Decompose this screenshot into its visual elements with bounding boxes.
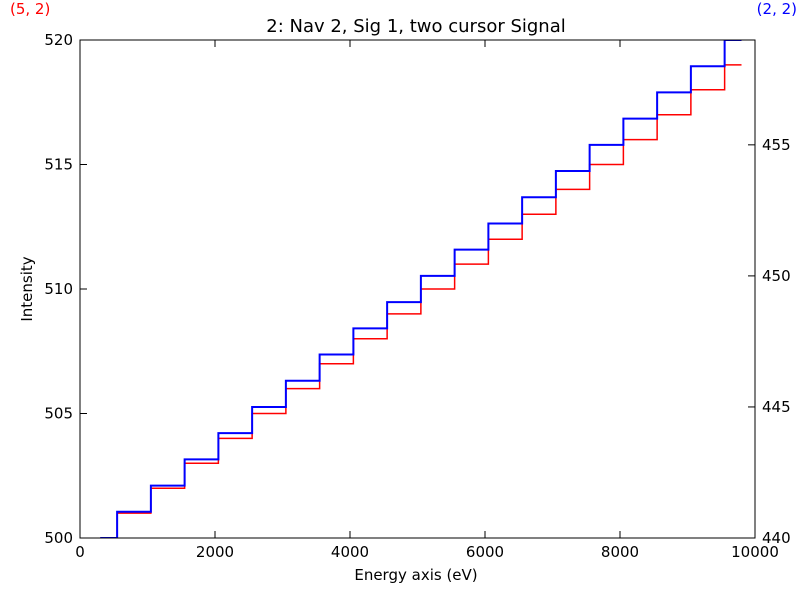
- x-tick-label: 6000: [466, 543, 504, 561]
- series-line-blue: [100, 40, 742, 538]
- plot-series-group: [100, 40, 742, 538]
- tick-group: 0 2000 4000 6000 8000 10000 500 505 510 515 520 440…: [44, 31, 790, 561]
- chart-title: 2: Nav 2, Sig 1, two cursor Signal: [266, 16, 566, 37]
- y-right-tick-label: 455: [762, 136, 791, 154]
- y-left-tick-label: 520: [44, 31, 73, 49]
- plot-frame: [79, 39, 756, 539]
- x-tick-label: 0: [75, 543, 85, 561]
- cursor-label-right: (2, 2): [757, 0, 797, 18]
- y-left-tick-label: 505: [44, 405, 73, 423]
- y-left-tick-label: 510: [44, 280, 73, 298]
- x-tick-label: 2000: [196, 543, 234, 561]
- y-right-tick-label: 440: [762, 529, 791, 547]
- x-tick-label: 10000: [731, 543, 779, 561]
- y-right-tick-label: 445: [762, 398, 791, 416]
- y-left-tick-label: 515: [44, 156, 73, 174]
- x-tick-label: 8000: [601, 543, 639, 561]
- y-axis-label: Intensity: [18, 256, 36, 321]
- x-axis-label: Energy axis (eV): [354, 566, 477, 584]
- cursor-label-left: (5, 2): [10, 0, 50, 18]
- y-right-tick-label: 450: [762, 267, 791, 285]
- y-left-tick-label: 500: [44, 529, 73, 547]
- x-tick-label: 4000: [331, 543, 369, 561]
